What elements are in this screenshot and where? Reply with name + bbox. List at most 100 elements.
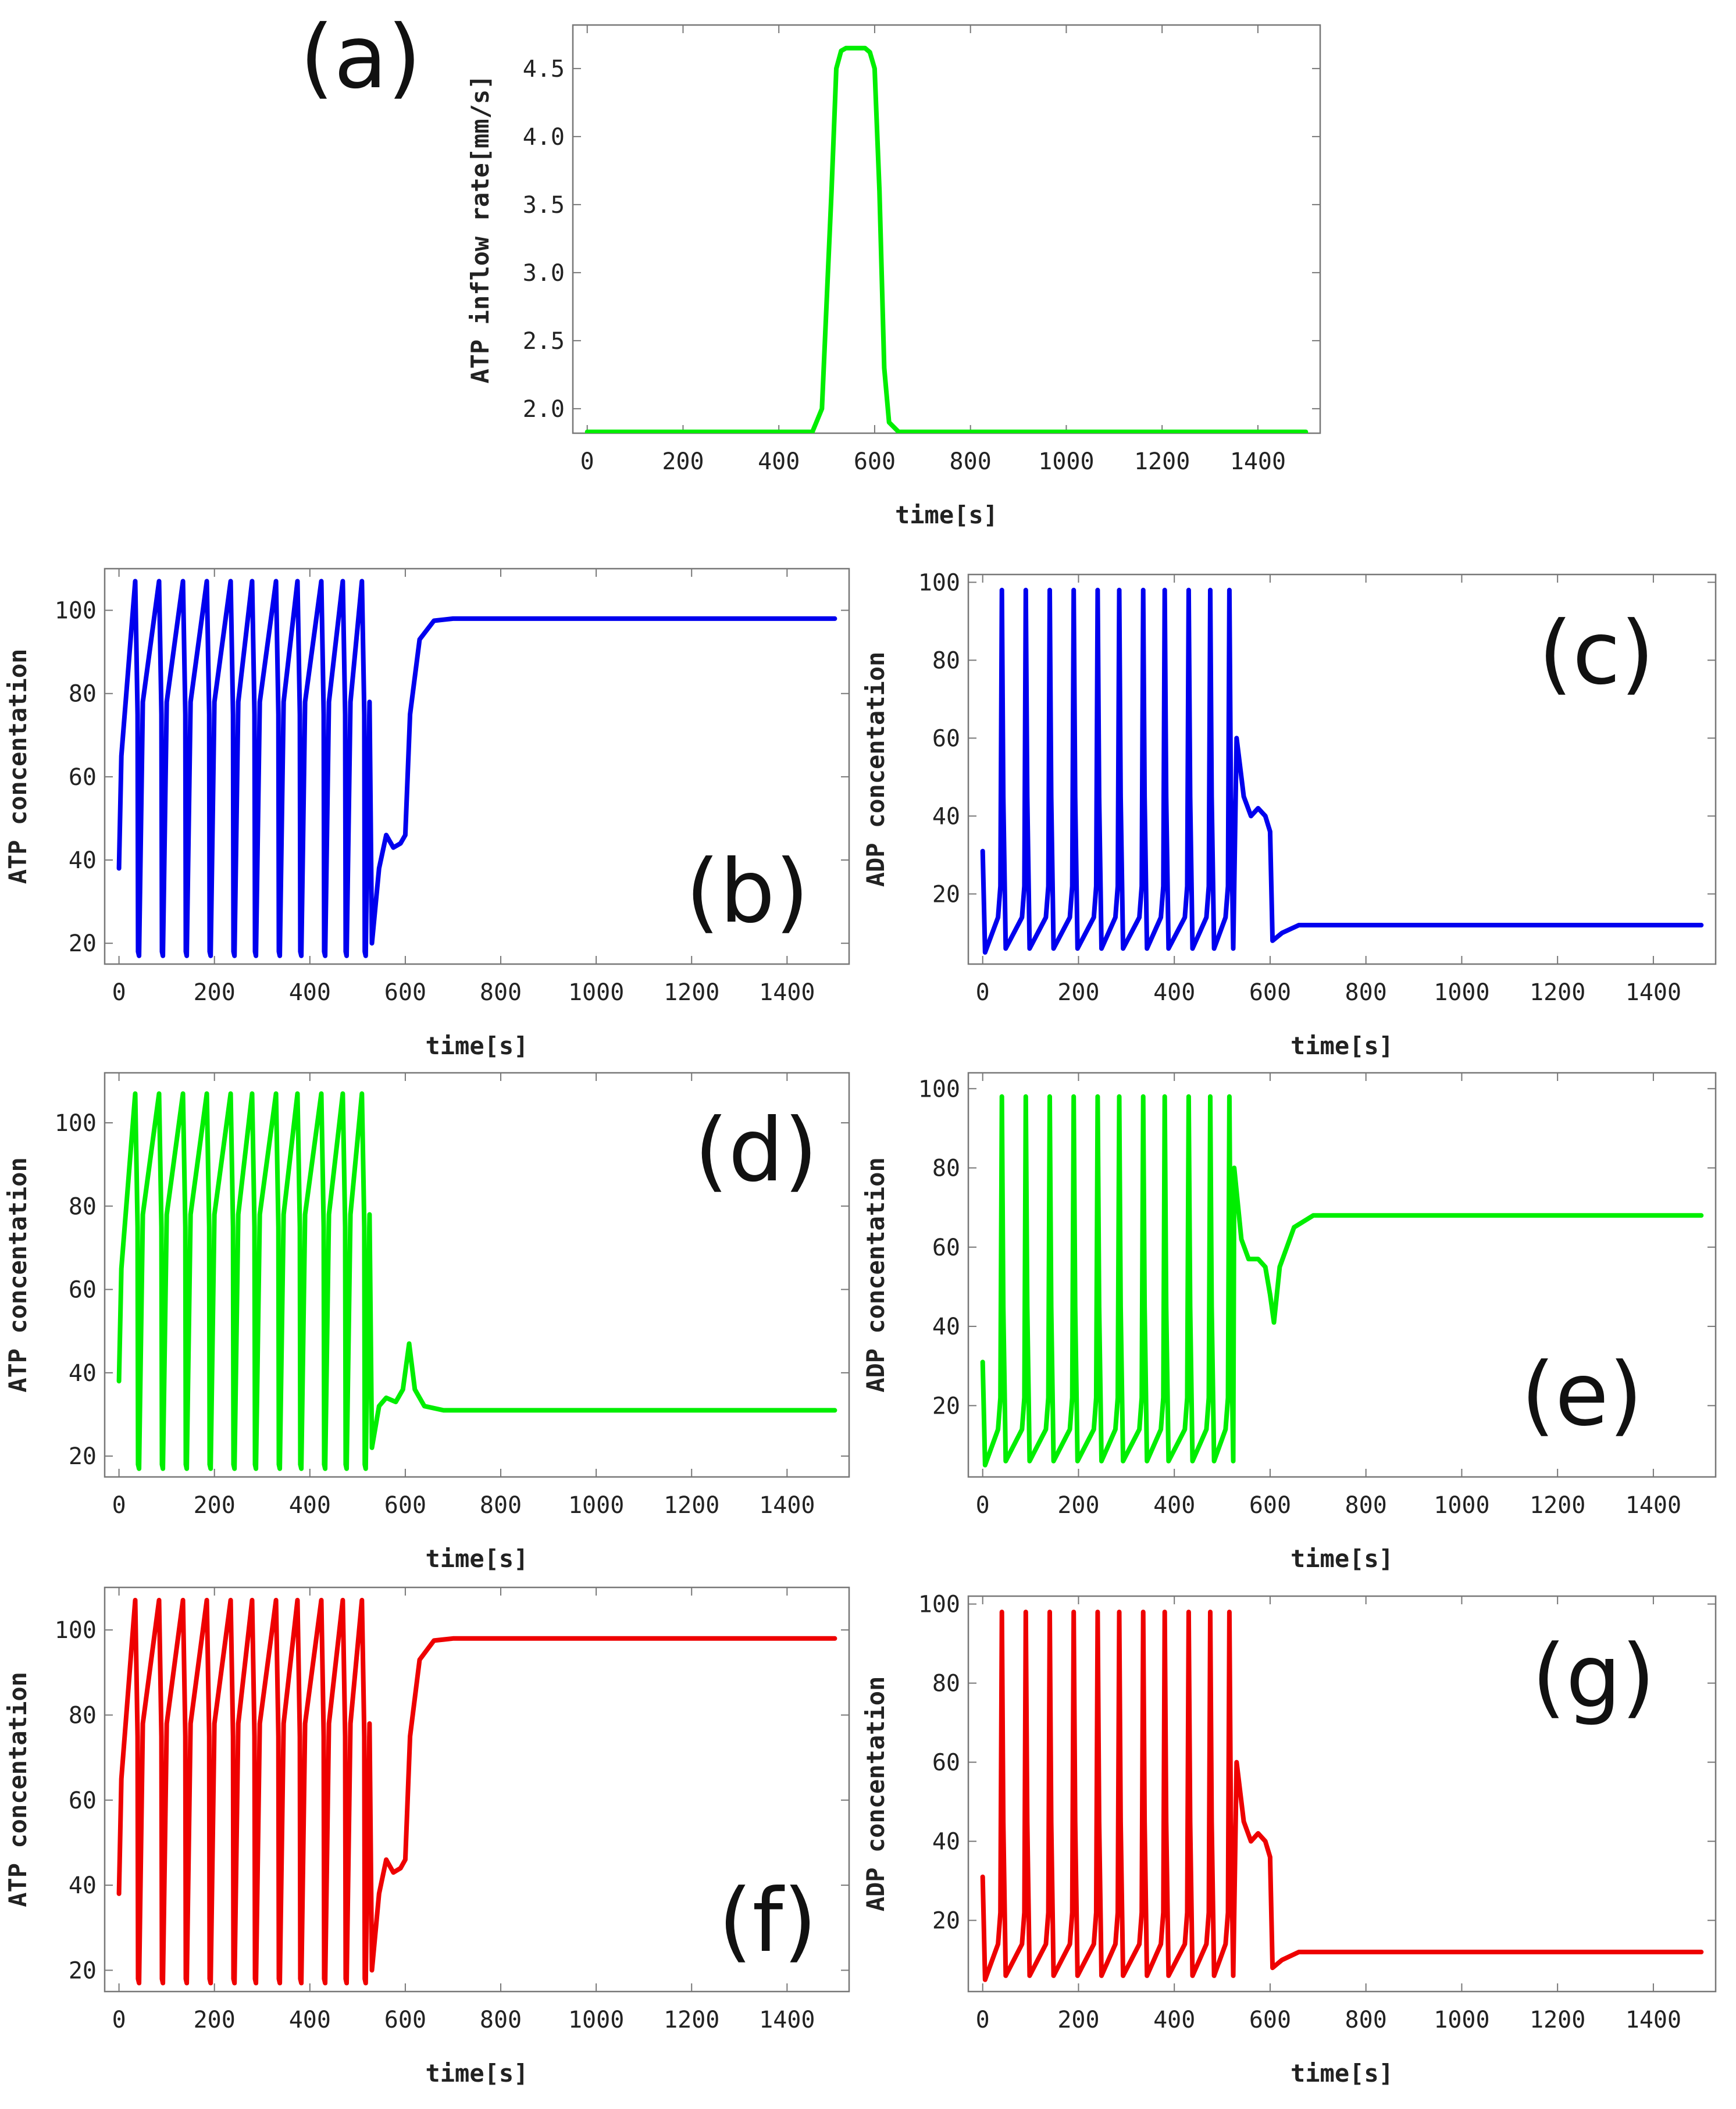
plot-frame: [967, 573, 1717, 965]
y-tick-label: 80: [932, 1155, 960, 1182]
series-line: [980, 587, 1704, 955]
x-tick-label: 600: [1249, 979, 1291, 1006]
chart-panel-f: 0 200 400 600 800 1000 1200 1400 20 40 60 80 100 time…: [3, 1586, 850, 2087]
panel-label: (b): [686, 841, 809, 943]
x-tick-label: 1400: [1230, 448, 1286, 475]
y-tick-label: 40: [932, 803, 960, 830]
series-line: [116, 1597, 837, 1986]
chart-panel-b: 0 200 400 600 800 1000 1200 1400 20 40 60 80 100 time…: [3, 568, 850, 1060]
plot-frame: [104, 1072, 850, 1478]
x-tick-label: 800: [1345, 979, 1387, 1006]
x-tick-label: 800: [480, 2007, 522, 2033]
y-tick-label: 4.5: [523, 56, 565, 83]
panel-label: (f): [718, 1871, 817, 1972]
panel-label: (e): [1521, 1344, 1642, 1446]
y-tick-label: 40: [932, 1829, 960, 1855]
y-tick-label: 80: [69, 681, 97, 708]
y-tick-label: 20: [69, 930, 97, 957]
y-tick-label: 40: [69, 847, 97, 874]
x-tick-label: 400: [758, 448, 800, 475]
x-tick-label: 400: [289, 2007, 331, 2033]
x-tick-label: 0: [112, 979, 126, 1006]
y-tick-label: 20: [932, 1908, 960, 1935]
x-tick-label: 1200: [1530, 979, 1585, 1006]
series-line: [980, 1094, 1704, 1468]
x-tick-label: 200: [194, 979, 236, 1006]
y-axis-label: ADP concentation: [861, 1676, 890, 1912]
x-tick-label: 600: [854, 448, 896, 475]
x-axis-label: time[s]: [1291, 1544, 1393, 1573]
series-line: [116, 579, 837, 958]
y-tick-label: 80: [69, 1702, 97, 1729]
x-tick-label: 1200: [1530, 2007, 1585, 2033]
x-tick-label: 600: [1249, 1492, 1291, 1519]
panel-label: (c): [1538, 603, 1655, 704]
x-tick-label: 1000: [568, 2007, 624, 2033]
y-tick-label: 80: [69, 1193, 97, 1220]
y-axis-label: ATP concentation: [3, 1672, 32, 1907]
x-tick-label: 800: [480, 979, 522, 1006]
x-tick-label: 600: [1249, 2007, 1291, 2033]
x-tick-label: 0: [976, 2007, 990, 2033]
x-tick-label: 400: [1153, 979, 1195, 1006]
panel-label: (g): [1532, 1626, 1655, 1728]
y-tick-label: 80: [932, 647, 960, 674]
y-axis-label: ADP concentation: [861, 1157, 890, 1393]
x-tick-label: 0: [112, 2007, 126, 2033]
chart-panel-a: 0 200 400 600 800 1000 1200 1400 2.0 2.5 3.0 3.5 4.0…: [300, 7, 1321, 529]
x-tick-label: 800: [480, 1492, 522, 1519]
x-tick-label: 1000: [568, 1492, 624, 1519]
x-tick-label: 1000: [1434, 979, 1489, 1006]
chart-panel-e: 0 200 400 600 800 1000 1200 1400 20 40 60 80 100 time…: [861, 1072, 1717, 1573]
panel-label: (d): [694, 1100, 818, 1201]
x-tick-label: 400: [289, 1492, 331, 1519]
x-tick-label: 800: [950, 448, 992, 475]
y-tick-label: 2.5: [523, 328, 565, 355]
y-tick-label: 20: [932, 881, 960, 908]
y-tick-label: 60: [932, 725, 960, 752]
y-tick-label: 2.0: [523, 396, 565, 423]
y-tick-label: 3.5: [523, 192, 565, 219]
x-axis-label: time[s]: [1291, 1032, 1393, 1060]
x-tick-label: 1400: [1626, 1492, 1681, 1519]
x-tick-label: 600: [384, 1492, 426, 1519]
y-tick-label: 40: [69, 1360, 97, 1387]
y-tick-label: 100: [918, 569, 960, 596]
x-tick-label: 1200: [664, 2007, 719, 2033]
y-tick-label: 80: [932, 1671, 960, 1697]
y-tick-label: 3.0: [523, 260, 565, 287]
y-tick-label: 60: [69, 1787, 97, 1814]
x-tick-label: 0: [976, 1492, 990, 1519]
x-tick-label: 400: [1153, 1492, 1195, 1519]
x-tick-label: 800: [1345, 1492, 1387, 1519]
y-tick-label: 100: [55, 1617, 97, 1644]
plot-frame: [572, 24, 1321, 434]
chart-panel-c: 0 200 400 600 800 1000 1200 1400 20 40 60 80 100 time…: [861, 569, 1717, 1060]
x-tick-label: 1200: [1134, 448, 1190, 475]
x-tick-label: 600: [384, 979, 426, 1006]
x-tick-label: 200: [194, 2007, 236, 2033]
x-axis-label: time[s]: [1291, 2059, 1393, 2087]
x-tick-label: 1200: [664, 1492, 719, 1519]
y-tick-label: 60: [932, 1234, 960, 1261]
y-tick-label: 20: [932, 1393, 960, 1419]
x-tick-label: 1400: [1626, 979, 1681, 1006]
x-tick-label: 1400: [759, 2007, 815, 2033]
x-tick-label: 1400: [759, 1492, 815, 1519]
x-tick-label: 1400: [1626, 2007, 1681, 2033]
y-tick-label: 100: [55, 1110, 97, 1137]
series-line: [980, 1610, 1704, 1982]
x-tick-label: 200: [194, 1492, 236, 1519]
y-axis-label: ADP concentation: [861, 652, 890, 887]
x-tick-label: 800: [1345, 2007, 1387, 2033]
panel-label: (a): [300, 7, 422, 108]
x-tick-label: 400: [1153, 2007, 1195, 2033]
x-tick-label: 200: [1057, 1492, 1099, 1519]
x-tick-label: 1000: [1434, 2007, 1489, 2033]
x-tick-label: 1200: [664, 979, 719, 1006]
x-tick-label: 0: [580, 448, 594, 475]
x-tick-label: 0: [112, 1492, 126, 1519]
y-axis-label: ATP concentation: [3, 1157, 32, 1393]
x-tick-label: 1000: [1038, 448, 1094, 475]
